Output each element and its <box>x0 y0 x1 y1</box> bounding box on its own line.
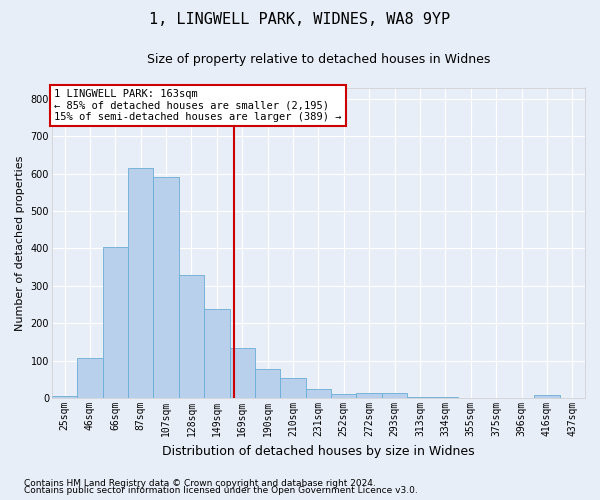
Bar <box>128 168 154 398</box>
Bar <box>77 358 103 398</box>
Title: Size of property relative to detached houses in Widnes: Size of property relative to detached ho… <box>147 52 490 66</box>
Bar <box>382 392 407 398</box>
Bar <box>52 396 77 398</box>
Text: 1 LINGWELL PARK: 163sqm
← 85% of detached houses are smaller (2,195)
15% of semi: 1 LINGWELL PARK: 163sqm ← 85% of detache… <box>55 89 342 122</box>
Text: Contains public sector information licensed under the Open Government Licence v3: Contains public sector information licen… <box>24 486 418 495</box>
Bar <box>204 310 230 398</box>
Bar <box>407 396 433 398</box>
X-axis label: Distribution of detached houses by size in Widnes: Distribution of detached houses by size … <box>162 444 475 458</box>
Bar <box>356 392 382 398</box>
Bar <box>534 395 560 398</box>
Bar <box>306 389 331 398</box>
Text: Contains HM Land Registry data © Crown copyright and database right 2024.: Contains HM Land Registry data © Crown c… <box>24 478 376 488</box>
Bar <box>331 394 356 398</box>
Text: 1, LINGWELL PARK, WIDNES, WA8 9YP: 1, LINGWELL PARK, WIDNES, WA8 9YP <box>149 12 451 28</box>
Bar <box>179 276 204 398</box>
Bar <box>433 396 458 398</box>
Y-axis label: Number of detached properties: Number of detached properties <box>15 155 25 330</box>
Bar <box>255 369 280 398</box>
Bar <box>280 378 306 398</box>
Bar <box>103 246 128 398</box>
Bar <box>154 176 179 398</box>
Bar <box>230 348 255 398</box>
